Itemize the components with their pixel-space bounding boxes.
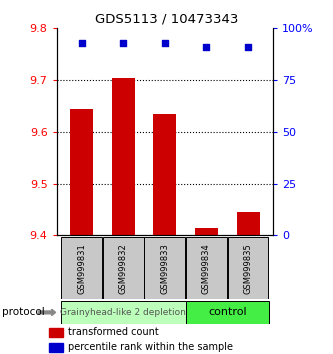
Text: GSM999833: GSM999833 bbox=[160, 243, 169, 293]
Bar bbox=[112, 78, 135, 235]
Text: Grainyhead-like 2 depletion: Grainyhead-like 2 depletion bbox=[60, 308, 186, 317]
FancyBboxPatch shape bbox=[103, 237, 144, 299]
Point bbox=[79, 40, 84, 46]
FancyBboxPatch shape bbox=[145, 237, 185, 299]
Point bbox=[121, 40, 126, 46]
Point bbox=[162, 40, 167, 46]
Point bbox=[204, 44, 209, 50]
FancyBboxPatch shape bbox=[61, 237, 102, 299]
FancyBboxPatch shape bbox=[61, 301, 186, 324]
Bar bbox=[70, 109, 93, 235]
Point bbox=[245, 44, 251, 50]
Text: transformed count: transformed count bbox=[68, 327, 159, 337]
Text: GSM999835: GSM999835 bbox=[243, 243, 253, 293]
Text: GDS5113 / 10473343: GDS5113 / 10473343 bbox=[95, 12, 238, 25]
Text: control: control bbox=[208, 307, 246, 318]
Bar bbox=[49, 343, 63, 352]
Text: percentile rank within the sample: percentile rank within the sample bbox=[68, 342, 233, 352]
Bar bbox=[237, 212, 259, 235]
FancyBboxPatch shape bbox=[186, 237, 227, 299]
Text: GSM999831: GSM999831 bbox=[77, 243, 86, 293]
Text: GSM999832: GSM999832 bbox=[119, 243, 128, 293]
Text: GSM999834: GSM999834 bbox=[202, 243, 211, 293]
Text: protocol: protocol bbox=[2, 307, 44, 318]
Bar bbox=[195, 228, 218, 235]
FancyBboxPatch shape bbox=[186, 301, 269, 324]
FancyBboxPatch shape bbox=[228, 237, 268, 299]
Bar bbox=[154, 114, 176, 235]
Bar bbox=[49, 327, 63, 337]
